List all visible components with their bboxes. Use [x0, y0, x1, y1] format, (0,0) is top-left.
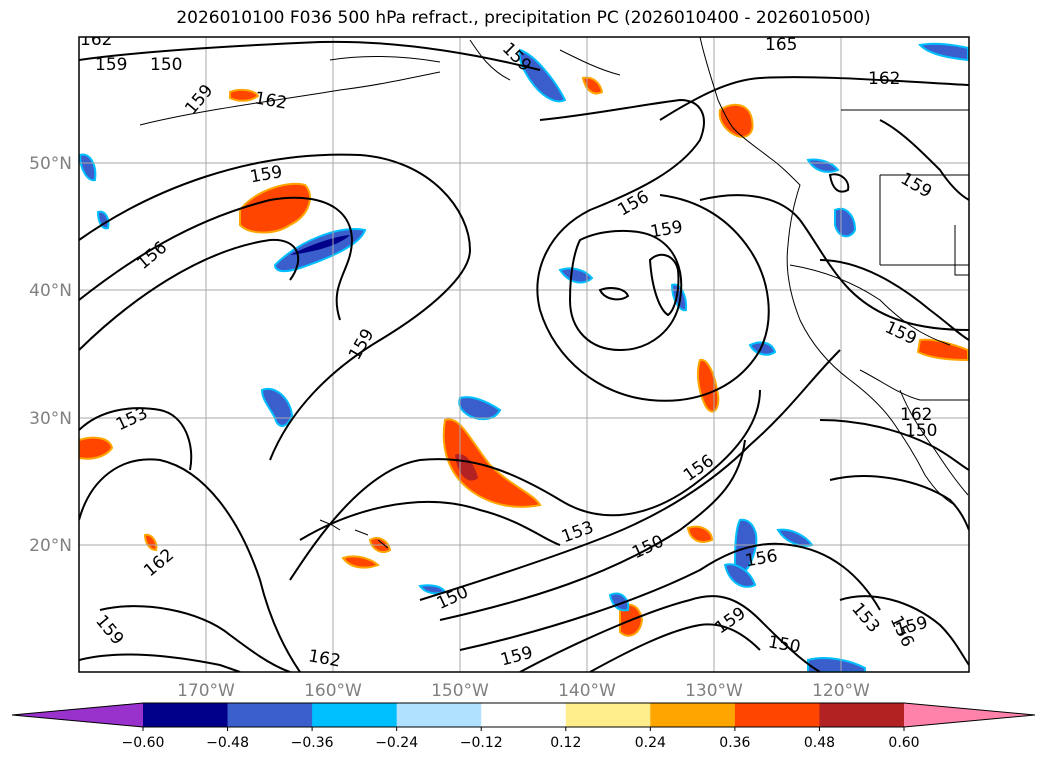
- colorbar-segment: [481, 703, 567, 727]
- precip-blob: [341, 555, 380, 569]
- colorbar-extend-min: [12, 703, 143, 727]
- colorbar: −0.60 −0.48 −0.36 −0.24 −0.12 0.12 0.24 0.36 0.4…: [11, 702, 1036, 751]
- precip-blob: [696, 358, 720, 413]
- contour-label: 162: [900, 405, 932, 425]
- precip-blob: [686, 525, 714, 543]
- coastlines: [139, 37, 969, 549]
- map-frame: [78, 36, 970, 673]
- colorbar-tick-label: −0.12: [460, 735, 503, 751]
- precip-blob: [834, 207, 857, 238]
- lon-label: 120°W: [812, 681, 870, 701]
- colorbar-tick-label: −0.48: [206, 735, 249, 751]
- precip-blob: [608, 592, 630, 612]
- contour-label: 150: [150, 55, 182, 75]
- precip-blob: [143, 533, 158, 552]
- map-title: 2026010100 F036 500 hPa refract., precip…: [176, 8, 871, 28]
- longitude-labels: 170°W 160°W 150°W 140°W 130°W 120°W: [177, 681, 870, 701]
- precip-blob: [79, 153, 97, 182]
- colorbar-segment: [650, 703, 736, 727]
- colorbar-tick-label: 0.36: [719, 735, 750, 751]
- precip-blob: [290, 235, 350, 255]
- colorbar-segment: [227, 703, 313, 727]
- colorbar-tick-label: −0.60: [122, 735, 165, 751]
- precip-blob: [748, 341, 777, 356]
- colorbar-segment: [565, 703, 651, 727]
- colorbar-tick-label: −0.24: [375, 735, 418, 751]
- graticule: [79, 37, 969, 672]
- contour-label: 165: [765, 35, 797, 55]
- lon-label: 130°W: [685, 681, 743, 701]
- colorbar-tick-label: 0.48: [804, 735, 835, 751]
- contour-label: 162: [868, 69, 900, 89]
- precip-blob: [917, 42, 969, 62]
- precip-blob: [79, 436, 114, 460]
- latitude-labels: 50°N 40°N 30°N 20°N: [29, 154, 72, 556]
- colorbar-extend-max: [904, 703, 1035, 727]
- colorbar-tick-label: 0.12: [550, 735, 581, 751]
- colorbar-segment: [396, 703, 482, 727]
- contour-label: 162: [80, 30, 112, 50]
- precip-blob: [239, 182, 311, 234]
- precip-blob: [260, 387, 294, 427]
- lat-label: 40°N: [29, 281, 72, 301]
- precip-blob: [718, 103, 754, 138]
- precip-blob: [518, 48, 567, 103]
- precip-blob: [229, 88, 260, 102]
- colorbar-tick-label: 0.24: [635, 735, 666, 751]
- precip-blob: [442, 418, 542, 508]
- precipitation-positive-areas: [79, 76, 969, 637]
- lat-label: 30°N: [29, 409, 72, 429]
- lat-label: 50°N: [29, 154, 72, 174]
- colorbar-segment: [312, 703, 398, 727]
- lon-label: 170°W: [177, 681, 235, 701]
- precip-blob: [916, 338, 969, 362]
- colorbar-tick-label: 0.60: [888, 735, 919, 751]
- contour-label: 150: [905, 421, 937, 441]
- lon-label: 150°W: [431, 681, 489, 701]
- map-area: 162 159 162 165 162 159 159 156 156 159 …: [79, 30, 969, 672]
- colorbar-segment: [819, 703, 905, 727]
- colorbar-tick-label: −0.36: [291, 735, 334, 751]
- colorbar-segment: [143, 703, 229, 727]
- precip-blob: [96, 210, 110, 230]
- precip-blob: [723, 563, 757, 588]
- lon-label: 160°W: [304, 681, 362, 701]
- contour-label: 159: [95, 55, 127, 75]
- colorbar-segment: [734, 703, 820, 727]
- refractivity-contours: [79, 40, 969, 672]
- lat-label: 20°N: [29, 536, 72, 556]
- precip-blob: [558, 267, 594, 284]
- lon-label: 140°W: [558, 681, 616, 701]
